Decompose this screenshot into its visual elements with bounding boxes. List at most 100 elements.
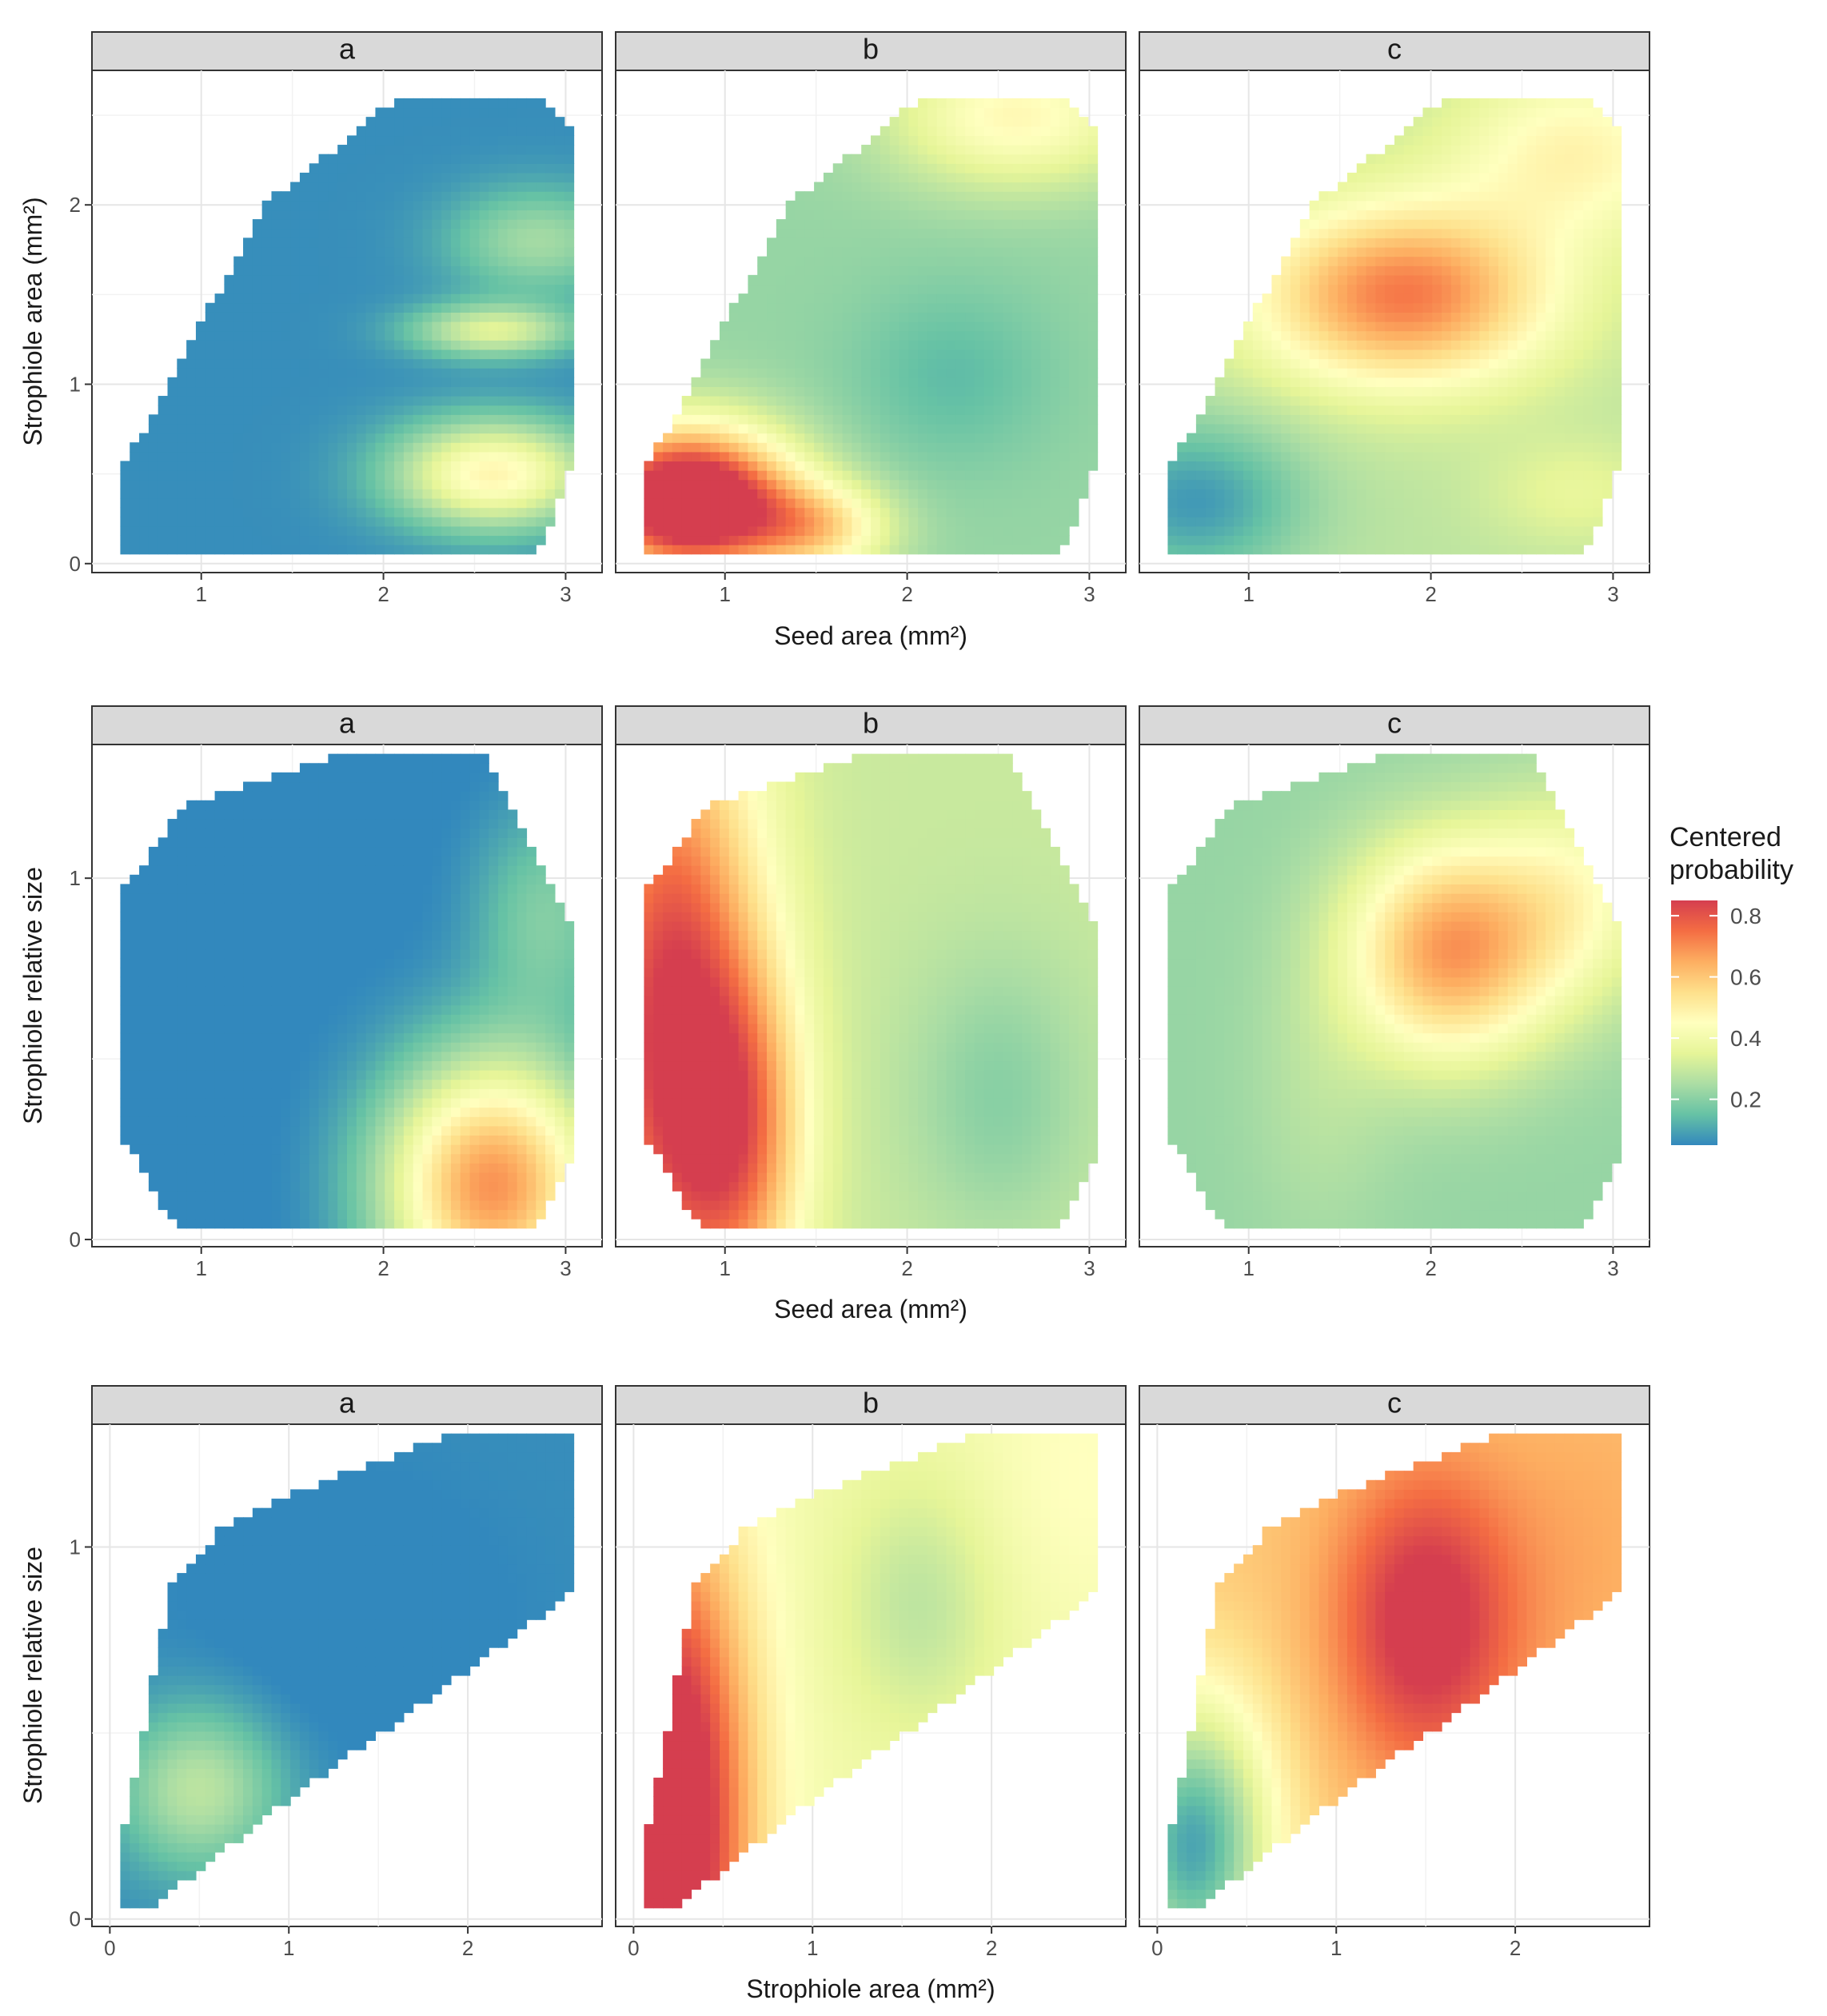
heatmap-cell bbox=[880, 535, 891, 545]
heatmap-cell bbox=[1394, 330, 1405, 341]
heatmap-cell bbox=[1040, 386, 1051, 397]
heatmap-cell bbox=[1022, 321, 1032, 332]
heatmap-cell bbox=[403, 107, 414, 118]
heatmap-cell bbox=[1252, 525, 1263, 537]
heatmap-cell bbox=[1078, 358, 1089, 369]
heatmap-cell bbox=[1290, 396, 1301, 406]
heatmap-cell bbox=[1394, 274, 1405, 285]
heatmap-cell bbox=[776, 302, 787, 313]
heatmap-cell bbox=[1470, 228, 1480, 238]
heatmap-cell bbox=[507, 293, 518, 304]
heatmap-cell bbox=[498, 405, 509, 415]
heatmap-cell bbox=[564, 423, 575, 434]
heatmap-cell bbox=[983, 246, 995, 257]
heatmap-cell bbox=[1012, 154, 1023, 164]
heatmap-cell bbox=[1394, 340, 1405, 350]
heatmap-cell bbox=[243, 349, 253, 360]
heatmap-cell bbox=[936, 507, 947, 517]
heatmap-cell bbox=[252, 525, 263, 537]
heatmap-cell bbox=[385, 489, 395, 499]
heatmap-cell bbox=[243, 461, 253, 471]
heatmap-cell bbox=[748, 330, 758, 341]
heatmap-cell bbox=[441, 358, 452, 369]
heatmap-cell bbox=[536, 135, 546, 146]
heatmap-cell bbox=[271, 210, 281, 220]
heatmap-cell bbox=[1422, 517, 1433, 527]
heatmap-cell bbox=[1309, 535, 1320, 545]
heatmap-cell bbox=[1442, 274, 1452, 285]
heatmap-cell bbox=[432, 396, 442, 406]
heatmap-cell bbox=[375, 405, 385, 415]
heatmap-cell bbox=[748, 497, 758, 509]
heatmap-cell bbox=[1022, 200, 1032, 211]
heatmap-cell bbox=[653, 497, 664, 509]
heatmap-cell bbox=[318, 423, 329, 434]
heatmap-cell bbox=[1050, 442, 1060, 453]
heatmap-cell bbox=[1470, 200, 1480, 211]
heatmap-cell bbox=[441, 302, 452, 313]
heatmap-cell bbox=[1003, 191, 1013, 202]
heatmap-cell bbox=[1422, 256, 1433, 266]
heatmap-cell bbox=[1031, 461, 1042, 471]
heatmap-cell bbox=[1470, 377, 1480, 388]
heatmap-cell bbox=[1290, 238, 1301, 248]
heatmap-cell bbox=[814, 489, 824, 499]
heatmap-cell bbox=[871, 172, 881, 183]
heatmap-cell bbox=[1050, 535, 1060, 545]
heatmap-cell bbox=[936, 238, 947, 248]
heatmap-cell bbox=[1069, 497, 1079, 509]
heatmap-cell bbox=[1479, 535, 1490, 545]
heatmap-cell bbox=[1040, 126, 1051, 137]
heatmap-cell bbox=[946, 154, 956, 164]
heatmap-cell bbox=[1346, 423, 1358, 434]
heatmap-cell bbox=[1403, 154, 1414, 164]
heatmap-cell bbox=[526, 442, 537, 453]
heatmap-cell bbox=[1346, 238, 1358, 248]
heatmap-cell bbox=[271, 302, 281, 313]
heatmap-cell bbox=[337, 497, 348, 509]
heatmap-cell bbox=[1328, 525, 1338, 537]
heatmap-cell bbox=[757, 377, 768, 388]
heatmap-cell bbox=[823, 461, 834, 471]
heatmap-cell bbox=[908, 117, 919, 127]
heatmap-cell bbox=[1460, 256, 1471, 266]
heatmap-cell bbox=[186, 489, 197, 499]
heatmap-cell bbox=[1489, 396, 1499, 406]
heatmap-cell bbox=[1234, 349, 1244, 360]
heatmap-cell bbox=[375, 312, 385, 322]
heatmap-cell bbox=[1012, 163, 1023, 174]
heatmap-cell bbox=[1003, 405, 1013, 415]
heatmap-cell bbox=[1022, 489, 1032, 499]
heatmap-cell bbox=[177, 414, 187, 425]
heatmap-cell bbox=[908, 200, 919, 211]
heatmap-cell bbox=[375, 107, 385, 118]
facet-label: c bbox=[1387, 33, 1402, 66]
heatmap-cell bbox=[776, 368, 787, 378]
heatmap-cell bbox=[469, 423, 480, 434]
heatmap-cell bbox=[1040, 497, 1051, 509]
heatmap-cell bbox=[1205, 545, 1216, 555]
heatmap-cell bbox=[422, 228, 433, 238]
heatmap-cell bbox=[918, 191, 928, 202]
heatmap-cell bbox=[1309, 302, 1320, 313]
heatmap-cell bbox=[1252, 340, 1263, 350]
heatmap-cell bbox=[432, 246, 442, 257]
heatmap-cell bbox=[1328, 219, 1338, 230]
heatmap-cell bbox=[1385, 442, 1395, 453]
heatmap-cell bbox=[1470, 497, 1480, 509]
heatmap-cell bbox=[804, 312, 815, 322]
heatmap-cell bbox=[785, 377, 796, 388]
heatmap-cell bbox=[974, 451, 985, 462]
heatmap-cell bbox=[1338, 442, 1348, 453]
heatmap-cell bbox=[281, 545, 291, 555]
heatmap-cell bbox=[1087, 246, 1099, 257]
heatmap-cell bbox=[252, 470, 263, 481]
heatmap-cell bbox=[993, 200, 1003, 211]
heatmap-cell bbox=[450, 107, 461, 118]
heatmap-cell bbox=[130, 535, 140, 545]
heatmap-cell bbox=[318, 386, 329, 397]
heatmap-cell bbox=[441, 396, 452, 406]
heatmap-cell bbox=[186, 340, 197, 350]
heatmap-cell bbox=[1442, 107, 1452, 118]
heatmap-cell bbox=[1356, 284, 1367, 294]
